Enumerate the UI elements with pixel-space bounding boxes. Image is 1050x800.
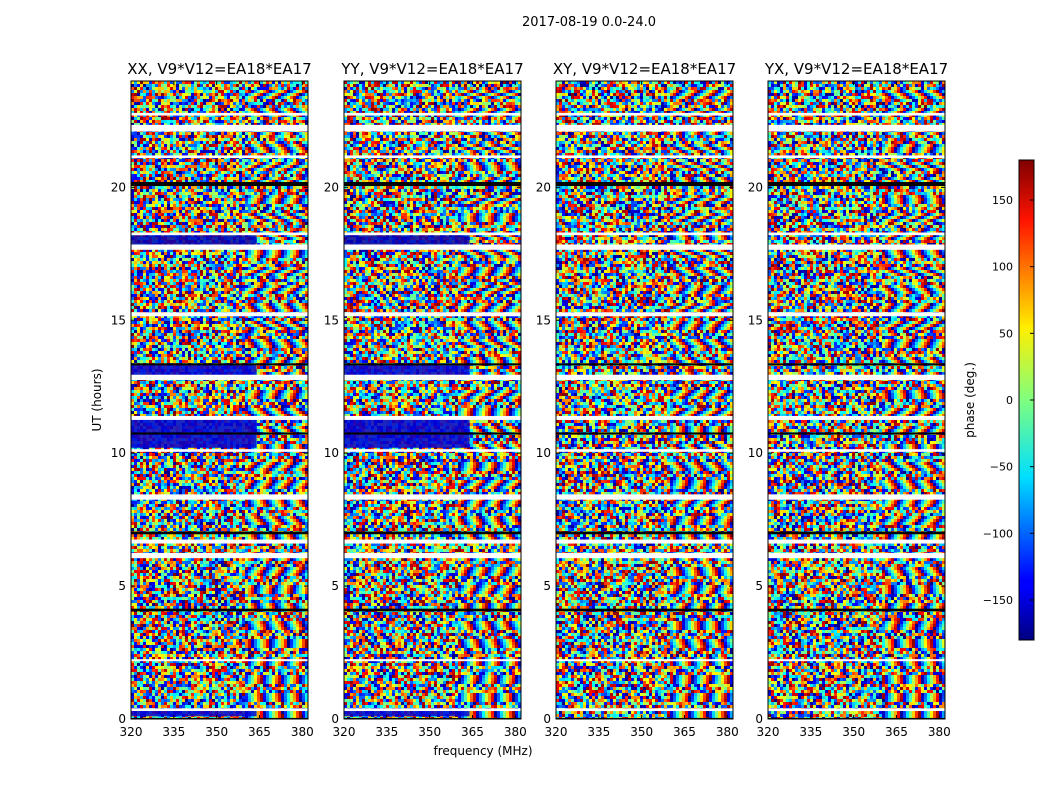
x-axis-label: frequency (MHz) <box>433 744 532 758</box>
panel-yx: YX, V9*V12=EA18*EA17 320 335 350 365 380 0 5 10 1… <box>748 60 951 739</box>
x-tick-label: 380 <box>291 725 314 739</box>
y-tick-label: 20 <box>111 180 126 194</box>
x-tick-label: 320 <box>545 725 568 739</box>
panel-yy: YY, V9*V12=EA18*EA17 320 335 350 365 380 0 5 10 1… <box>324 60 527 739</box>
panel-frame <box>130 80 309 720</box>
panel-title: YX, V9*V12=EA18*EA17 <box>764 60 948 78</box>
colorbar-tick-label: −150 <box>983 594 1013 607</box>
panel-frame <box>343 80 522 720</box>
panel-xy: XY, V9*V12=EA18*EA17 320 335 350 365 380 0 5 10 1… <box>536 60 739 739</box>
panel-frame <box>555 80 734 720</box>
y-tick-label: 0 <box>118 712 126 726</box>
phase-image-xy <box>556 81 733 719</box>
y-tick-label: 0 <box>331 712 339 726</box>
colorbar-tick-label: 150 <box>992 194 1013 207</box>
colorbar-tick-label: −50 <box>990 461 1013 474</box>
x-tick-label: 335 <box>587 725 610 739</box>
panel-xx: XX, V9*V12=EA18*EA17 320 335 350 365 380 0 5 10 1… <box>111 60 314 739</box>
y-tick-label: 5 <box>755 579 763 593</box>
x-tick-label: 320 <box>333 725 356 739</box>
colorbar-ticks: −150 −100 −50 0 50 100 150 <box>983 194 1034 607</box>
x-tick-label: 365 <box>673 725 696 739</box>
x-tick-label: 365 <box>885 725 908 739</box>
colorbar-label: phase (deg.) <box>963 362 977 438</box>
colorbar-tick-label: −100 <box>983 527 1013 540</box>
y-tick-label: 15 <box>748 313 763 327</box>
x-tick-label: 320 <box>757 725 780 739</box>
panel-title: XX, V9*V12=EA18*EA17 <box>127 60 311 78</box>
phase-colorbar: −150 −100 −50 0 50 100 150 phase (deg.) <box>963 159 1035 641</box>
panel-frame <box>767 80 946 720</box>
x-tick-label: 380 <box>928 725 951 739</box>
y-tick-label: 20 <box>324 180 339 194</box>
y-tick-label: 15 <box>324 313 339 327</box>
x-tick-label: 350 <box>630 725 653 739</box>
y-tick-label: 10 <box>324 446 339 460</box>
x-tick-label: 350 <box>205 725 228 739</box>
y-tick-label: 5 <box>118 579 126 593</box>
y-tick-label: 0 <box>755 712 763 726</box>
y-axis-label: UT (hours) <box>90 368 104 431</box>
x-tick-label: 380 <box>504 725 527 739</box>
colorbar-tick-label: 100 <box>992 261 1013 274</box>
y-tick-label: 5 <box>543 579 551 593</box>
x-tick-label: 350 <box>418 725 441 739</box>
y-tick-label: 15 <box>111 313 126 327</box>
panels-group: XX, V9*V12=EA18*EA17 320 335 350 365 380 0 5 10 1… <box>111 60 951 739</box>
x-tick-label: 365 <box>248 725 271 739</box>
x-tick-label: 350 <box>842 725 865 739</box>
x-tick-label: 335 <box>375 725 398 739</box>
x-tick-label: 365 <box>461 725 484 739</box>
y-tick-label: 10 <box>536 446 551 460</box>
phase-image-yx <box>768 81 945 719</box>
y-tick-label: 15 <box>536 313 551 327</box>
colorbar-tick-label: 50 <box>999 327 1013 340</box>
phase-image-xx <box>131 81 308 719</box>
y-tick-label: 0 <box>543 712 551 726</box>
y-tick-label: 20 <box>536 180 551 194</box>
panel-title: XY, V9*V12=EA18*EA17 <box>553 60 736 78</box>
colorbar-tick-label: 0 <box>1006 394 1013 407</box>
x-tick-label: 320 <box>120 725 143 739</box>
figure-suptitle: 2017-08-19 0.0-24.0 <box>522 15 656 30</box>
panel-title: YY, V9*V12=EA18*EA17 <box>340 60 523 78</box>
x-tick-label: 380 <box>716 725 739 739</box>
y-tick-label: 10 <box>748 446 763 460</box>
y-tick-label: 10 <box>111 446 126 460</box>
phase-image-yy <box>344 81 521 719</box>
y-tick-label: 5 <box>331 579 339 593</box>
y-tick-label: 20 <box>748 180 763 194</box>
x-tick-label: 335 <box>799 725 822 739</box>
x-tick-label: 335 <box>162 725 185 739</box>
